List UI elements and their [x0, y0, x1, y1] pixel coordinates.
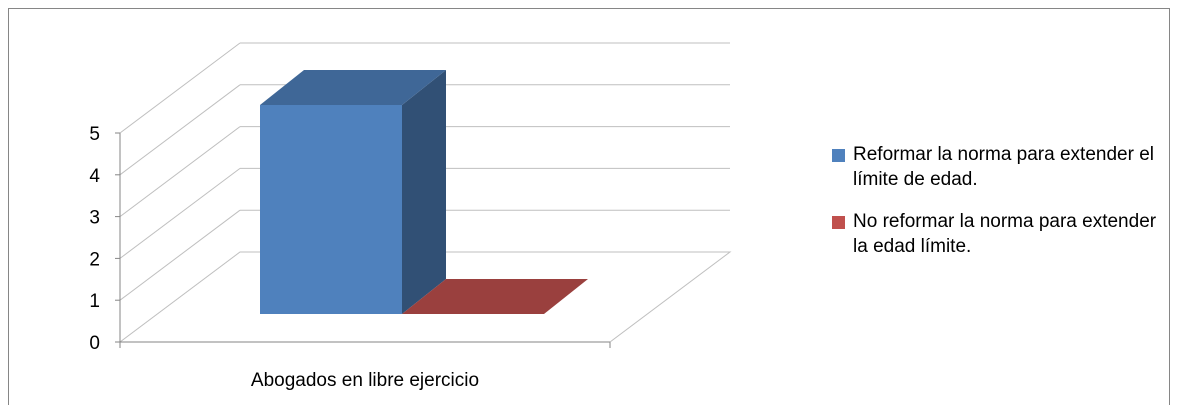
y-axis-ticks: 0 1 2 3 4 5 [89, 124, 120, 354]
legend-item-series-2: No reformar la norma para extender la ed… [832, 209, 1162, 259]
bars [260, 70, 588, 314]
legend: Reformar la norma para extender el límit… [832, 142, 1162, 276]
bar-series-1 [260, 70, 446, 314]
legend-label-series-2: No reformar la norma para extender la ed… [853, 211, 1157, 257]
x-axis-labels: Abogados en libre ejercicio [251, 370, 479, 391]
y-tick-label: 1 [89, 291, 100, 312]
gridline-side [119, 167, 241, 259]
x-category-label: Abogados en libre ejercicio [251, 370, 479, 391]
axes [119, 133, 611, 348]
y-tick-label: 5 [89, 124, 100, 145]
y-tick-label: 3 [89, 208, 100, 229]
y-tick-label: 0 [89, 333, 100, 354]
legend-label-series-1: Reformar la norma para extender el límit… [853, 144, 1154, 190]
bar-series-2 [402, 279, 588, 314]
bar-side [402, 70, 446, 314]
bar-top [402, 279, 588, 314]
gridline-side [119, 209, 241, 301]
bar-front [260, 105, 402, 314]
y-tick-label: 2 [89, 249, 100, 270]
legend-item-series-1: Reformar la norma para extender el límit… [832, 142, 1162, 192]
gridline-side [119, 42, 241, 134]
bar-top [260, 70, 446, 105]
legend-swatch-series-2 [832, 216, 845, 229]
legend-swatch-series-1 [832, 149, 845, 162]
gridline-side [119, 84, 241, 176]
y-tick-label: 4 [89, 166, 100, 187]
chart-border [8, 8, 1170, 405]
gridline-side [119, 126, 241, 218]
